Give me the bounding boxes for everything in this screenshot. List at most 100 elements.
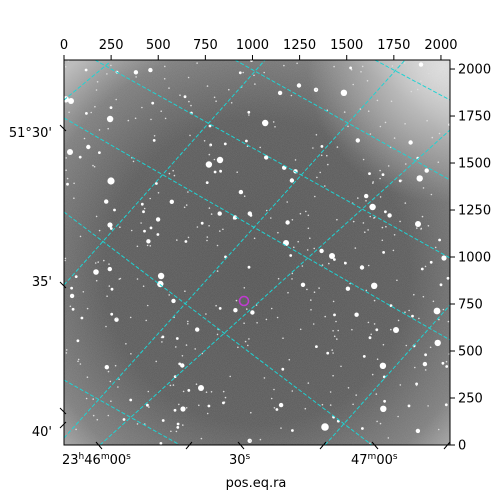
- star: [115, 98, 117, 101]
- star: [141, 106, 143, 109]
- sky-image: [64, 60, 450, 445]
- star: [287, 291, 289, 294]
- star: [98, 129, 101, 131]
- star: [441, 361, 445, 365]
- star: [381, 173, 385, 177]
- star: [232, 215, 238, 220]
- star: [422, 187, 425, 189]
- star: [243, 322, 245, 325]
- star: [324, 315, 327, 318]
- star: [168, 87, 170, 89]
- star: [331, 349, 334, 351]
- star: [147, 390, 150, 393]
- star: [164, 117, 167, 120]
- star: [208, 124, 212, 128]
- star: [255, 304, 258, 306]
- star: [306, 249, 309, 251]
- star: [315, 345, 318, 348]
- star: [183, 95, 187, 99]
- star: [247, 265, 251, 269]
- right-pixel-axis: 0 250 500 750 1000 1250 1500 1750 2000: [450, 63, 491, 454]
- star: [187, 76, 190, 79]
- star: [253, 237, 256, 240]
- grid-line: [64, 117, 450, 341]
- star: [216, 333, 219, 336]
- star: [329, 404, 332, 406]
- star: [310, 299, 312, 301]
- star: [415, 384, 418, 387]
- star: [135, 76, 137, 78]
- star: [249, 440, 252, 442]
- star: [420, 227, 423, 230]
- star: [169, 199, 174, 204]
- star: [428, 72, 430, 75]
- grid-line: [374, 60, 450, 101]
- star: [130, 229, 133, 232]
- star: [278, 402, 284, 408]
- star: [382, 343, 385, 346]
- grid-line: [64, 211, 373, 445]
- star: [110, 287, 114, 291]
- star: [370, 333, 373, 336]
- star: [307, 227, 310, 230]
- star: [223, 142, 227, 146]
- star: [373, 217, 375, 219]
- star: [82, 291, 85, 293]
- star: [376, 420, 378, 423]
- star: [222, 401, 225, 405]
- star: [313, 247, 316, 250]
- star: [75, 428, 77, 431]
- star: [184, 240, 188, 243]
- star: [384, 121, 387, 124]
- star: [326, 154, 328, 157]
- star: [321, 403, 324, 406]
- star: [376, 358, 379, 361]
- star: [319, 248, 324, 254]
- star: [144, 423, 146, 425]
- star: [74, 275, 78, 278]
- star: [151, 101, 155, 105]
- star: [327, 163, 329, 166]
- star: [387, 165, 390, 167]
- star: [414, 366, 416, 369]
- star: [86, 376, 89, 379]
- star: [362, 355, 366, 358]
- star: [163, 78, 166, 80]
- star: [219, 169, 223, 173]
- star: [222, 228, 224, 231]
- star: [95, 279, 98, 282]
- star: [107, 414, 110, 417]
- star: [157, 272, 165, 280]
- star: [84, 68, 88, 72]
- star: [351, 328, 353, 331]
- star: [179, 94, 181, 96]
- star: [178, 362, 182, 366]
- star: [420, 80, 422, 82]
- star: [92, 398, 94, 400]
- right-axis-tick-label: 250: [458, 392, 483, 407]
- star: [367, 229, 369, 231]
- star: [404, 123, 406, 125]
- star: [143, 207, 146, 210]
- star: [208, 207, 211, 209]
- star: [104, 365, 110, 370]
- star: [187, 389, 191, 392]
- star: [281, 367, 285, 371]
- star: [176, 239, 178, 241]
- star: [444, 403, 448, 407]
- star: [371, 373, 374, 376]
- star: [175, 430, 178, 433]
- star: [318, 287, 320, 289]
- star: [235, 299, 238, 302]
- star: [408, 309, 410, 312]
- star: [392, 249, 395, 252]
- star: [96, 81, 99, 83]
- dec-axis: 51°30' 35' 40': [9, 124, 67, 440]
- star: [146, 239, 151, 244]
- star: [445, 365, 449, 368]
- ra-tick-label: 23h46m00s: [62, 452, 131, 468]
- star: [71, 307, 75, 311]
- star: [161, 419, 165, 422]
- star: [182, 424, 184, 426]
